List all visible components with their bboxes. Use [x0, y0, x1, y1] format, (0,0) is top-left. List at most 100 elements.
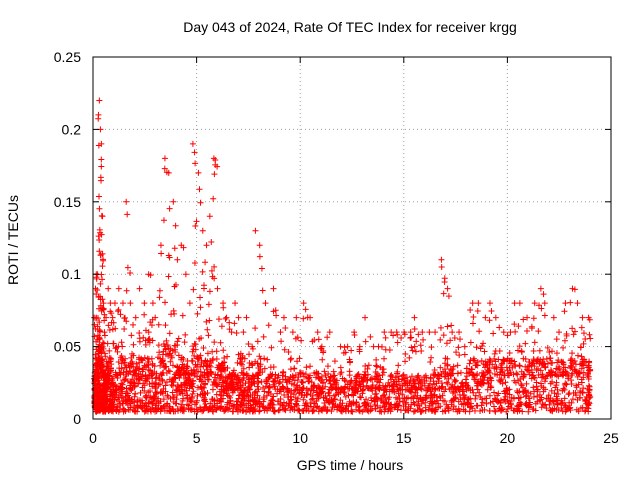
data-point [285, 349, 292, 356]
data-point [255, 386, 262, 393]
data-point [507, 360, 514, 367]
data-point [417, 394, 424, 401]
data-point [419, 329, 426, 336]
x-tick-label: 25 [603, 430, 619, 446]
data-point [457, 369, 464, 376]
data-point [540, 402, 547, 409]
data-point [204, 350, 211, 357]
data-point [224, 401, 231, 408]
data-point [498, 376, 505, 383]
data-point [310, 407, 317, 414]
data-point [506, 349, 513, 356]
data-point [438, 380, 445, 387]
data-point [333, 377, 340, 384]
data-point [579, 361, 586, 368]
data-point [472, 392, 479, 399]
data-point [357, 394, 364, 401]
data-point [233, 329, 240, 336]
data-point [281, 392, 288, 399]
data-point [420, 397, 427, 404]
data-point [122, 314, 129, 321]
data-point [197, 304, 204, 311]
data-point [300, 385, 307, 392]
data-point [514, 347, 521, 354]
data-point [333, 386, 340, 393]
data-point [342, 378, 349, 385]
data-point [555, 373, 562, 380]
data-point [356, 403, 363, 410]
data-point [156, 375, 163, 382]
data-point [149, 337, 156, 344]
data-point [245, 386, 252, 393]
data-point [569, 325, 576, 332]
data-point [96, 226, 103, 233]
data-point [313, 398, 320, 405]
data-point [217, 339, 224, 346]
data-point [530, 356, 537, 363]
data-point [485, 379, 492, 386]
data-point [336, 404, 343, 411]
data-point [560, 385, 567, 392]
data-point [377, 376, 384, 383]
data-point [431, 366, 438, 373]
data-point [204, 376, 211, 383]
data-point [319, 380, 326, 387]
data-point [164, 351, 171, 358]
data-point [325, 390, 332, 397]
data-point [314, 403, 321, 410]
data-point [110, 382, 117, 389]
data-point [194, 373, 201, 380]
data-point [470, 389, 477, 396]
data-point [107, 368, 114, 375]
data-point [166, 368, 173, 375]
data-point [428, 391, 435, 398]
data-point [308, 396, 315, 403]
data-point [425, 384, 432, 391]
data-point [568, 381, 575, 388]
data-point [516, 300, 523, 307]
data-point [287, 404, 294, 411]
chart-title: Day 043 of 2024, Rate Of TEC Index for r… [183, 19, 517, 35]
data-point [178, 354, 185, 361]
data-point [318, 389, 325, 396]
data-point [169, 376, 176, 383]
data-point [364, 407, 371, 414]
data-point [524, 314, 531, 321]
data-point [394, 396, 401, 403]
data-point [284, 378, 291, 385]
y-tick-label: 0.05 [54, 339, 81, 355]
data-point [170, 198, 177, 205]
data-point [500, 329, 507, 336]
data-point [487, 375, 494, 382]
data-point [302, 371, 309, 378]
data-point [549, 378, 556, 385]
data-point [321, 368, 328, 375]
data-point [496, 324, 503, 331]
data-point [117, 311, 124, 318]
data-point [585, 408, 592, 415]
data-point [309, 408, 316, 415]
data-point [541, 312, 548, 319]
data-point [448, 367, 455, 374]
data-point [277, 329, 284, 336]
data-point [570, 331, 577, 338]
data-point [124, 211, 131, 218]
data-point [494, 392, 501, 399]
data-point [561, 402, 568, 409]
data-point [386, 394, 393, 401]
data-point [96, 97, 103, 104]
data-point [331, 404, 338, 411]
data-point [467, 306, 474, 313]
data-point [443, 379, 450, 386]
data-point [181, 339, 188, 346]
data-point [323, 376, 330, 383]
data-point [521, 388, 528, 395]
data-point [544, 360, 551, 367]
data-point [103, 386, 110, 393]
data-point [449, 329, 456, 336]
data-point [401, 377, 408, 384]
data-point [96, 335, 103, 342]
data-point [351, 329, 358, 336]
data-point [422, 372, 429, 379]
data-point [189, 358, 196, 365]
